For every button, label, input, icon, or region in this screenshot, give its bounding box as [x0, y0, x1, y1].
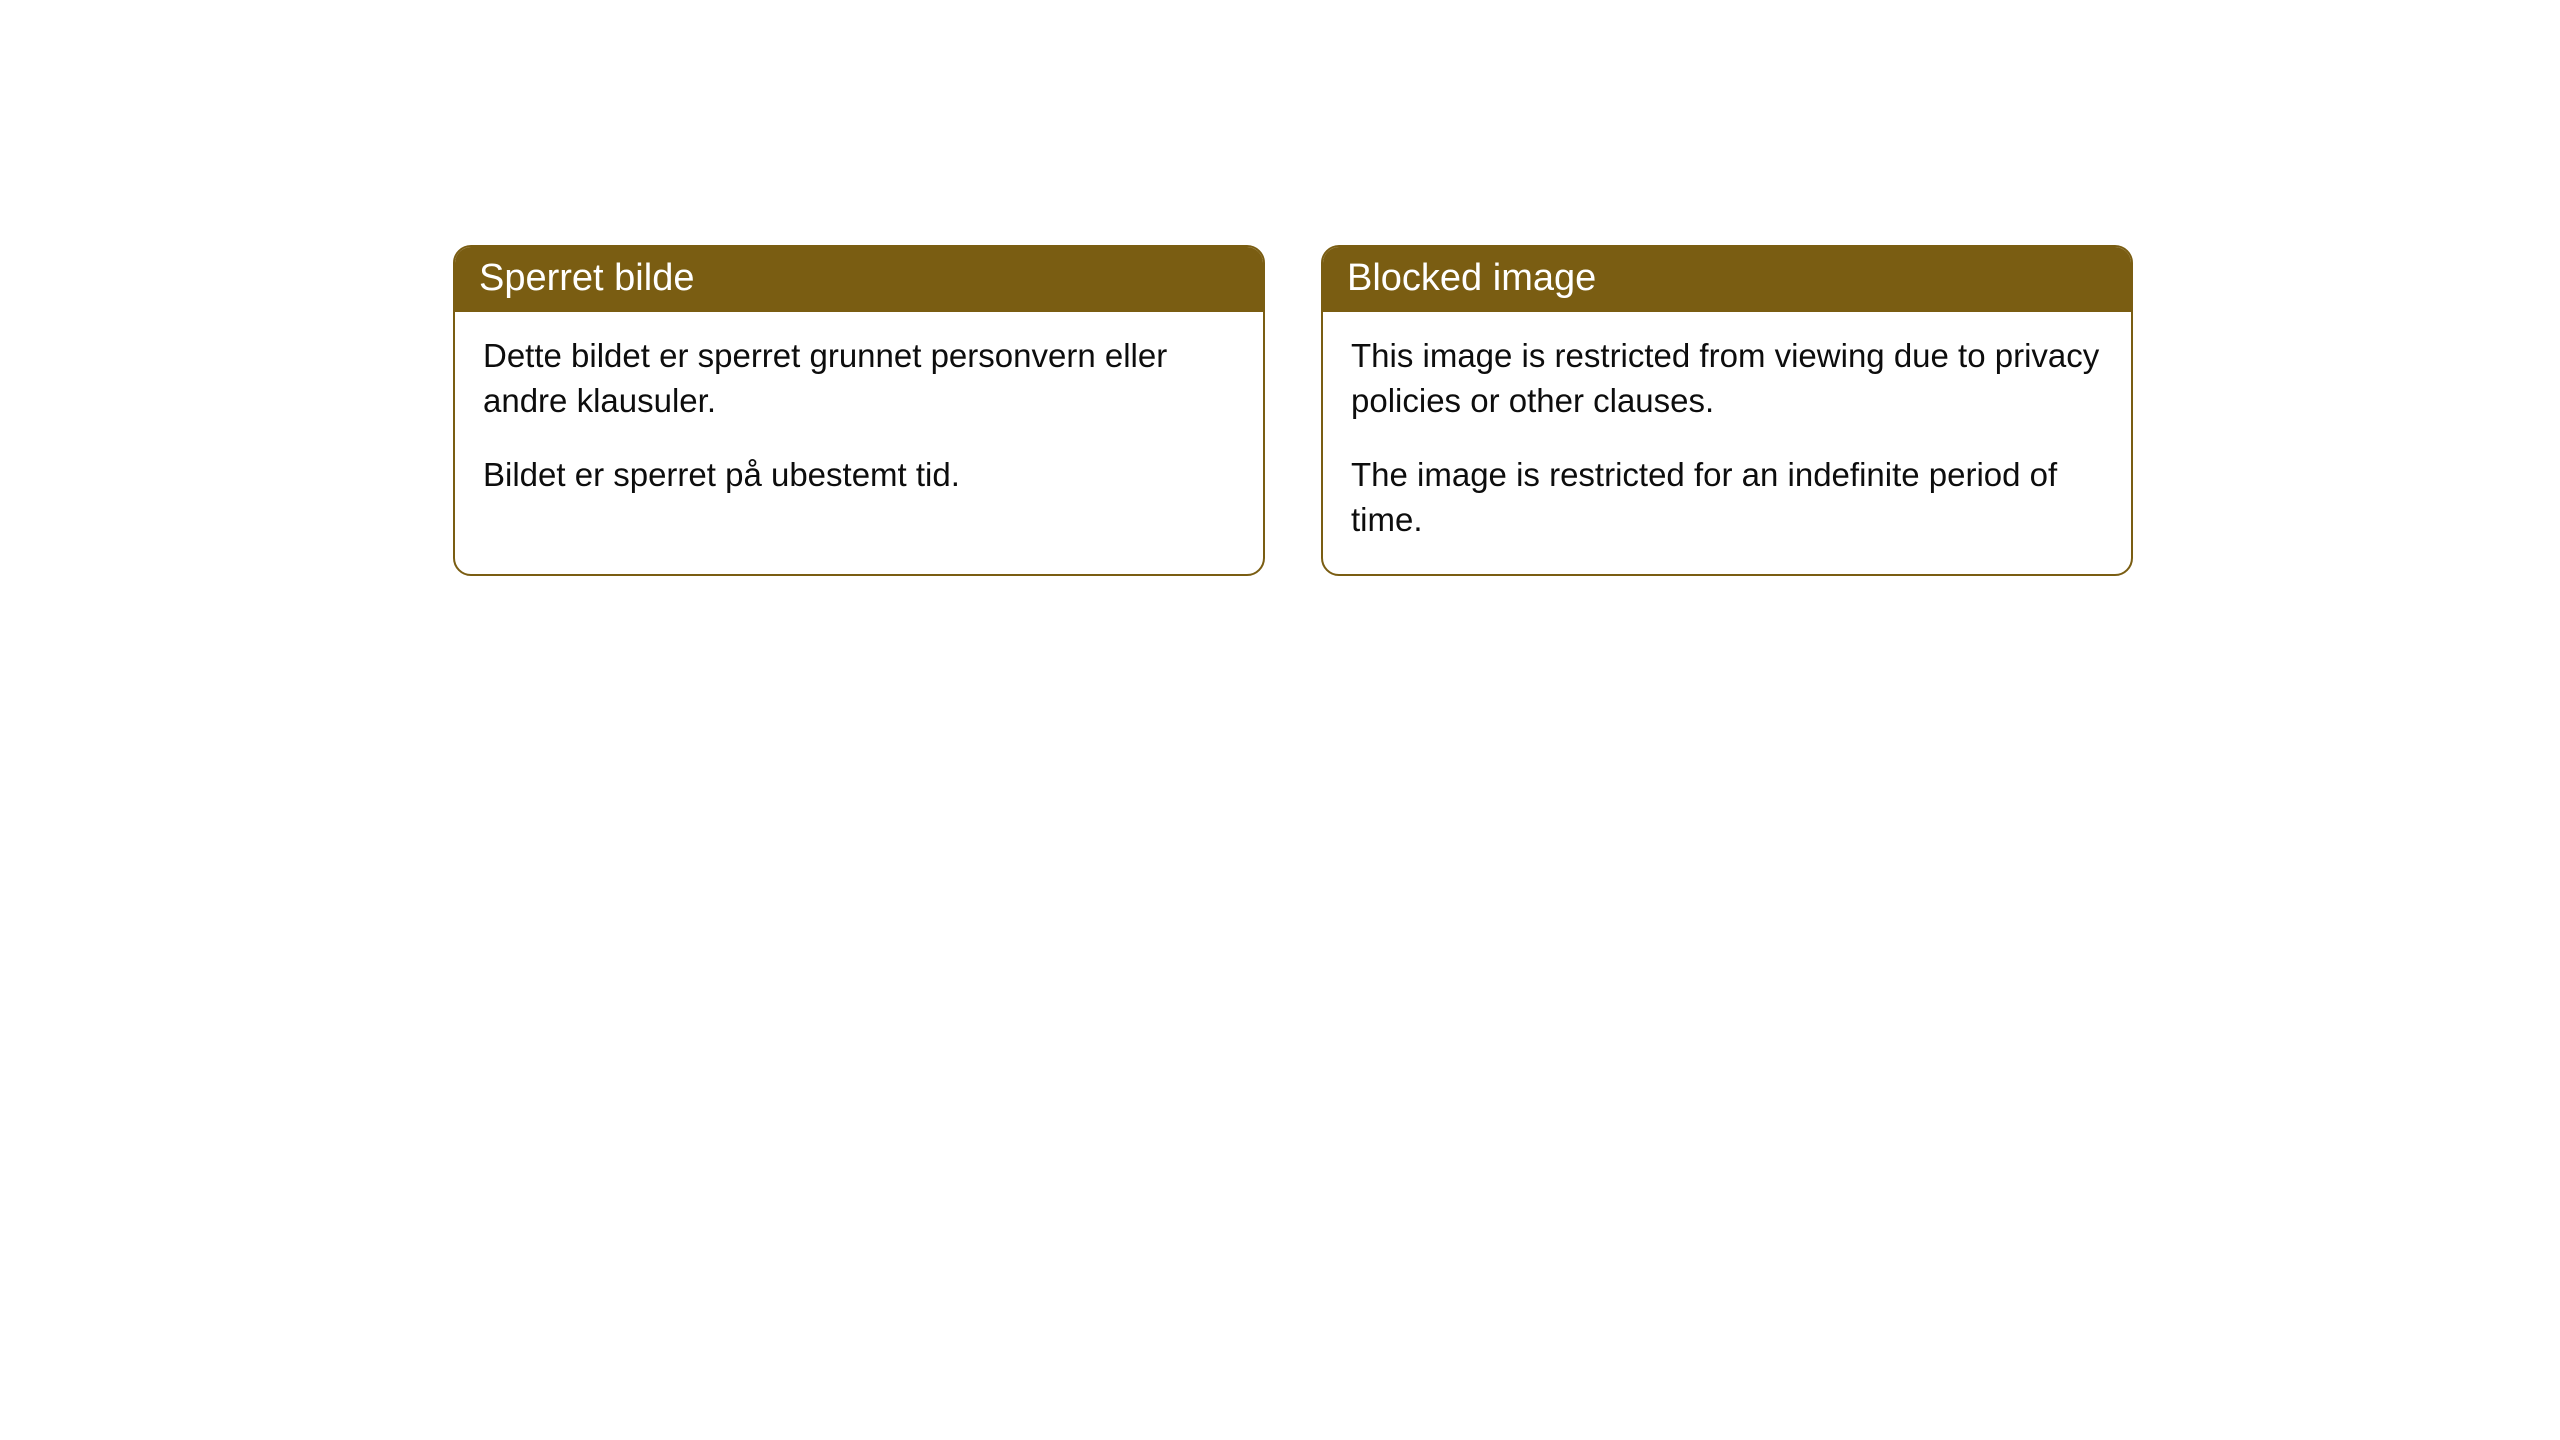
- card-body: Dette bildet er sperret grunnet personve…: [455, 312, 1263, 530]
- card-header: Blocked image: [1323, 247, 2131, 312]
- card-paragraph-2: Bildet er sperret på ubestemt tid.: [483, 453, 1235, 498]
- card-paragraph-2: The image is restricted for an indefinit…: [1351, 453, 2103, 542]
- blocked-image-card-norwegian: Sperret bilde Dette bildet er sperret gr…: [453, 245, 1265, 576]
- blocked-image-card-english: Blocked image This image is restricted f…: [1321, 245, 2133, 576]
- card-paragraph-1: Dette bildet er sperret grunnet personve…: [483, 334, 1235, 423]
- card-body: This image is restricted from viewing du…: [1323, 312, 2131, 574]
- card-header: Sperret bilde: [455, 247, 1263, 312]
- notice-cards-container: Sperret bilde Dette bildet er sperret gr…: [453, 245, 2133, 576]
- card-paragraph-1: This image is restricted from viewing du…: [1351, 334, 2103, 423]
